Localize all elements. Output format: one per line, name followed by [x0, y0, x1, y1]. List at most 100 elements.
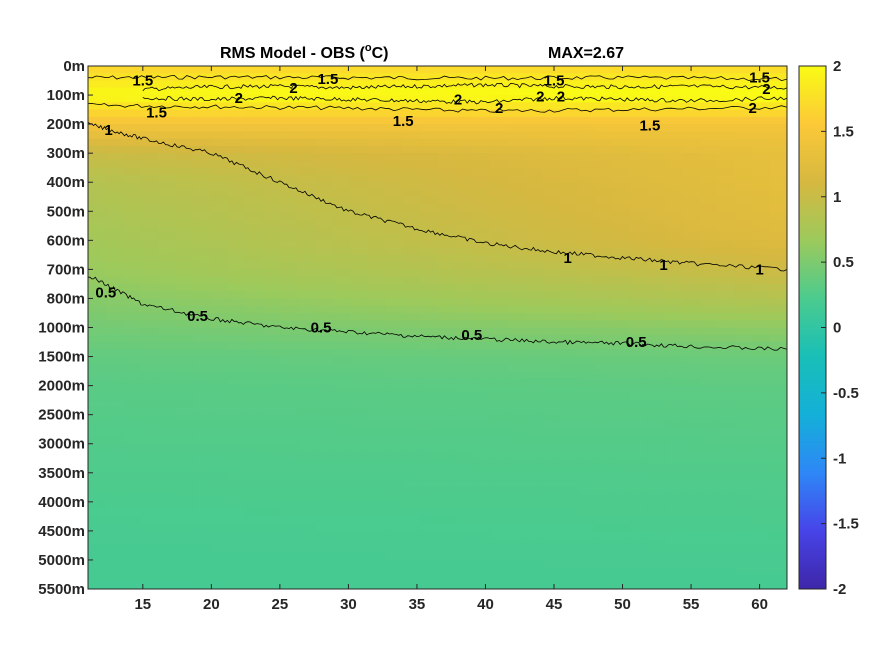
heatmap-cell [175, 494, 194, 503]
heatmap-cell [454, 116, 474, 125]
heatmap-cell [245, 211, 264, 220]
heatmap-cell [594, 574, 613, 583]
heatmap-cell [420, 436, 439, 445]
heatmap-cell [542, 436, 561, 445]
heatmap-cell [437, 87, 456, 96]
heatmap-cell [122, 443, 142, 452]
heatmap-cell [332, 87, 351, 96]
heatmap-cell [454, 450, 474, 459]
heatmap-cell [227, 189, 246, 198]
heatmap-cell [437, 472, 456, 481]
heatmap-cell [192, 291, 211, 300]
heatmap-cell [454, 73, 474, 82]
heatmap-cell [175, 182, 194, 191]
heatmap-cell [420, 371, 439, 379]
heatmap-cell [542, 538, 561, 547]
heatmap-cell [664, 312, 683, 321]
heatmap-cell [122, 87, 142, 96]
heatmap-cell [612, 247, 631, 256]
heatmap-cell [210, 283, 229, 292]
heatmap-cell [122, 581, 142, 589]
heatmap-cell [454, 269, 474, 278]
heatmap-cell [402, 436, 421, 445]
heatmap-cell [507, 530, 526, 539]
heatmap-cell [454, 342, 474, 350]
heatmap-cell [769, 356, 787, 365]
heatmap-cell [577, 73, 596, 82]
heatmap-cell [367, 269, 386, 278]
heatmap-cell [734, 131, 753, 140]
heatmap-cell [629, 450, 648, 459]
heatmap-cell [629, 378, 648, 387]
heatmap-cell [157, 204, 176, 212]
heatmap-cell [559, 116, 578, 125]
heatmap-cell [647, 87, 666, 96]
heatmap-cell [262, 487, 281, 496]
heatmap-cell [297, 400, 316, 408]
heatmap-cell [210, 480, 229, 488]
heatmap-cell [437, 523, 456, 532]
heatmap-cell [489, 480, 509, 488]
heatmap-cell [734, 523, 753, 532]
heatmap-cell [594, 182, 613, 191]
heatmap-cell [192, 559, 211, 568]
heatmap-cell [175, 349, 194, 358]
heatmap-cell [752, 204, 771, 212]
heatmap-cell [402, 102, 421, 111]
heatmap-cell [437, 436, 456, 445]
heatmap-cell [664, 509, 683, 517]
heatmap-cell [262, 407, 281, 416]
heatmap-cell [402, 80, 421, 89]
heatmap-cell [297, 334, 316, 343]
heatmap-cell [280, 160, 299, 169]
colorbar-tick-label: 2 [833, 58, 841, 75]
heatmap-cell [315, 116, 334, 125]
heatmap-cell [454, 501, 474, 510]
heatmap-cell [734, 87, 753, 96]
heatmap-cell [192, 102, 211, 111]
heatmap-cell [664, 465, 683, 474]
heatmap-cell [140, 429, 159, 438]
heatmap-cell [175, 211, 194, 220]
heatmap-cell [717, 342, 736, 350]
heatmap-cell [350, 414, 369, 423]
heatmap-cell [297, 80, 316, 89]
heatmap-cell [315, 429, 334, 438]
heatmap-cell [88, 109, 107, 118]
heatmap-cell [437, 574, 456, 583]
heatmap-cell [88, 363, 107, 372]
heatmap-cell [489, 174, 509, 183]
heatmap-cell [297, 501, 316, 510]
heatmap-cell [664, 443, 683, 452]
heatmap-cell [699, 501, 718, 510]
heatmap-cell [280, 182, 299, 191]
heatmap-cell [175, 545, 194, 554]
heatmap-cell [367, 334, 386, 343]
heatmap-cell [734, 211, 753, 220]
heatmap-cell [612, 429, 631, 438]
heatmap-cell [612, 400, 631, 408]
heatmap-cell [192, 356, 211, 365]
heatmap-cell [262, 530, 281, 539]
heatmap-cell [454, 95, 474, 103]
heatmap-cell [524, 182, 543, 191]
heatmap-cell [367, 392, 386, 401]
heatmap-cell [262, 66, 281, 74]
heatmap-cell [472, 327, 491, 336]
heatmap-cell [122, 305, 142, 314]
heatmap-cell [682, 283, 701, 292]
heatmap-cell [402, 559, 421, 568]
heatmap-cell [315, 320, 334, 329]
heatmap-cell [594, 124, 613, 132]
heatmap-cell [420, 559, 439, 568]
heatmap-cell [350, 400, 369, 408]
heatmap-cell [647, 95, 666, 103]
heatmap-cell [297, 371, 316, 379]
heatmap-cell [297, 145, 316, 154]
heatmap-cell [192, 269, 211, 278]
heatmap-cell [122, 414, 142, 423]
heatmap-cell [489, 327, 509, 336]
heatmap-cell [262, 189, 281, 198]
heatmap-cell [699, 66, 718, 74]
heatmap-cell [297, 472, 316, 481]
